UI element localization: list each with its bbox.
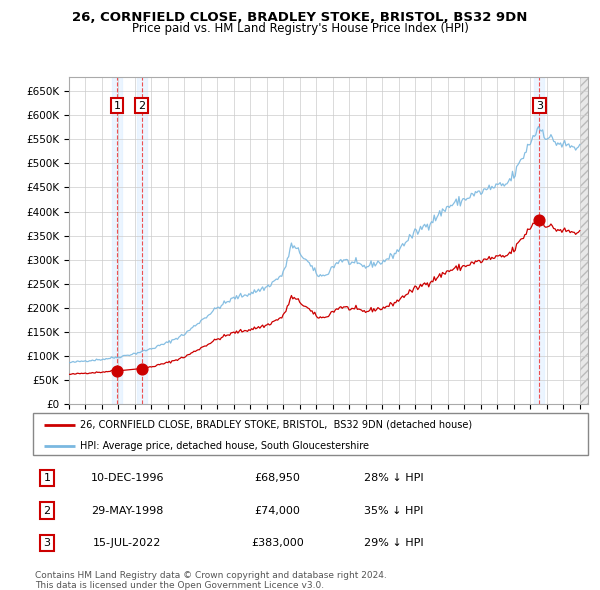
Text: 3: 3 (536, 100, 543, 110)
Text: 29% ↓ HPI: 29% ↓ HPI (364, 538, 424, 548)
Text: 10-DEC-1996: 10-DEC-1996 (91, 473, 164, 483)
Bar (137, 77, 146, 404)
Text: 1: 1 (113, 100, 121, 110)
Text: 15-JUL-2022: 15-JUL-2022 (93, 538, 161, 548)
Text: 2: 2 (138, 100, 145, 110)
Bar (534, 77, 544, 404)
Text: 28% ↓ HPI: 28% ↓ HPI (364, 473, 424, 483)
Point (137, 364, 146, 373)
Text: 26, CORNFIELD CLOSE, BRADLEY STOKE, BRISTOL, BS32 9DN: 26, CORNFIELD CLOSE, BRADLEY STOKE, BRIS… (73, 11, 527, 24)
Point (112, 366, 122, 376)
Text: 35% ↓ HPI: 35% ↓ HPI (364, 506, 424, 516)
Text: This data is licensed under the Open Government Licence v3.0.: This data is licensed under the Open Gov… (35, 581, 324, 589)
Text: 29-MAY-1998: 29-MAY-1998 (91, 506, 164, 516)
Text: 3: 3 (43, 538, 50, 548)
Text: 26, CORNFIELD CLOSE, BRADLEY STOKE, BRISTOL,  BS32 9DN (detached house): 26, CORNFIELD CLOSE, BRADLEY STOKE, BRIS… (80, 420, 472, 430)
Text: £68,950: £68,950 (254, 473, 300, 483)
Text: £383,000: £383,000 (251, 538, 304, 548)
Text: £74,000: £74,000 (254, 506, 300, 516)
Text: Contains HM Land Registry data © Crown copyright and database right 2024.: Contains HM Land Registry data © Crown c… (35, 571, 386, 580)
Text: Price paid vs. HM Land Registry's House Price Index (HPI): Price paid vs. HM Land Registry's House … (131, 22, 469, 35)
Text: 1: 1 (43, 473, 50, 483)
Bar (112, 77, 122, 404)
Text: HPI: Average price, detached house, South Gloucestershire: HPI: Average price, detached house, Sout… (80, 441, 369, 451)
Text: 2: 2 (43, 506, 50, 516)
Point (535, 215, 544, 224)
